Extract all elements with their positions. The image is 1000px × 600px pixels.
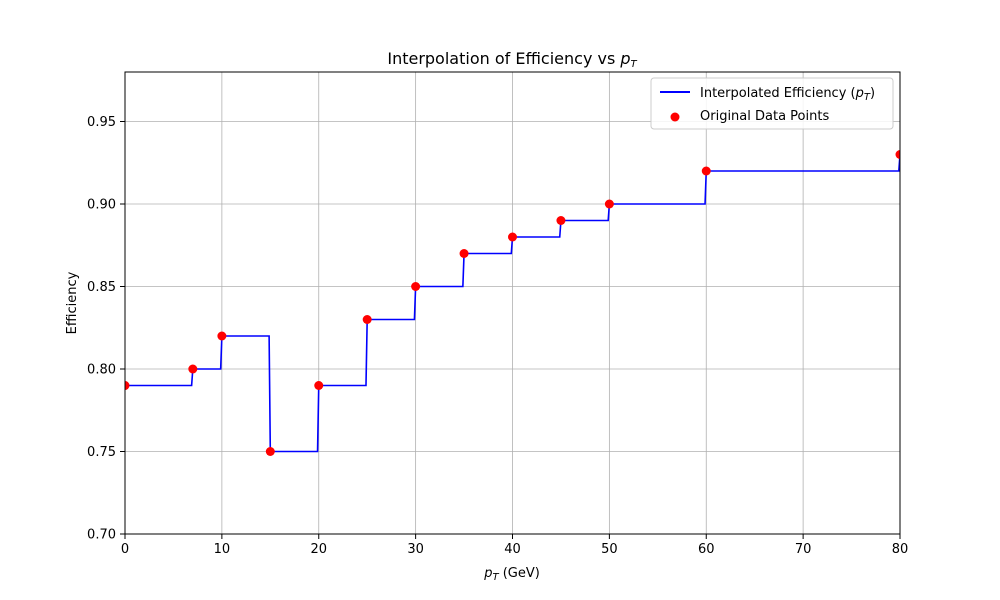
x-tick-label: 10 (214, 542, 231, 557)
original-data-points (125, 150, 900, 456)
x-tick-label: 40 (504, 542, 521, 557)
data-point (265, 447, 275, 456)
legend-label-interpolated: Interpolated Efficiency (pT) (700, 86, 875, 103)
legend-marker-swatch (670, 112, 680, 122)
y-tick-label: 0.95 (87, 115, 116, 130)
y-tick-label: 0.75 (87, 445, 116, 460)
legend-box (650, 77, 894, 130)
y-tick-label: 0.90 (87, 198, 116, 213)
legend: Interpolated Efficiency (pT) Original Da… (650, 77, 894, 130)
x-tick-label: 60 (698, 542, 715, 557)
data-point (895, 150, 900, 159)
data-point (188, 364, 198, 374)
data-point (362, 315, 372, 324)
data-point (508, 232, 517, 242)
legend-label-original: Original Data Points (700, 109, 829, 124)
data-point (217, 331, 227, 341)
y-axis-label: Efficiency (65, 271, 80, 334)
y-tick-label: 0.80 (87, 363, 116, 378)
y-axis-ticks: 0.70 0.75 0.80 0.85 0.90 0.95 (87, 115, 125, 543)
y-tick-label: 0.85 (87, 280, 116, 295)
data-point (314, 381, 324, 390)
x-axis-label: pT (GeV) (483, 566, 540, 583)
x-tick-label: 0 (121, 542, 129, 557)
data-point (701, 166, 711, 176)
data-point (556, 216, 566, 225)
grid (124, 72, 901, 535)
x-tick-label: 80 (892, 542, 909, 557)
data-point (125, 381, 130, 390)
chart-title: Interpolation of Efficiency vs pT (387, 49, 637, 70)
data-point (411, 282, 421, 291)
x-axis-ticks: 0 10 20 30 40 50 60 70 80 (121, 534, 908, 557)
x-tick-label: 30 (407, 542, 424, 557)
x-tick-label: 70 (795, 542, 812, 557)
y-tick-label: 0.70 (87, 528, 116, 543)
x-tick-label: 50 (601, 542, 618, 557)
data-point (459, 249, 469, 258)
x-tick-label: 20 (310, 542, 327, 557)
data-point (604, 199, 614, 209)
